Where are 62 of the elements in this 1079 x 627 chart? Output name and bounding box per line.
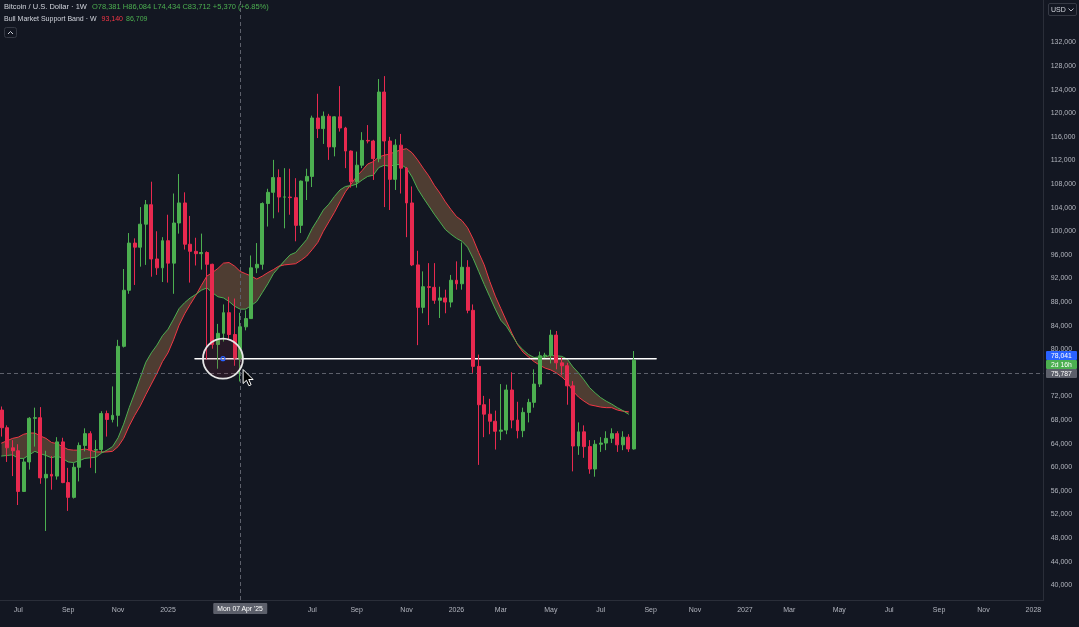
candlestick [83, 427, 87, 452]
candlestick [593, 439, 597, 478]
candlestick [421, 270, 425, 314]
candlestick [216, 323, 220, 370]
candlestick [416, 250, 420, 346]
candlestick [238, 312, 242, 383]
candlestick [460, 241, 464, 291]
candlestick [443, 289, 447, 314]
candlestick [138, 206, 142, 268]
candlestick [194, 237, 198, 266]
candlestick [410, 185, 414, 267]
candlestick [344, 126, 347, 169]
candlestick [327, 113, 331, 161]
candlestick [316, 93, 320, 139]
candlestick [111, 385, 114, 423]
candlestick [516, 401, 519, 439]
candlestick [632, 350, 636, 451]
candlestick [438, 286, 442, 319]
candlestick [332, 115, 336, 157]
candlestick [283, 167, 286, 229]
candlestick [510, 371, 514, 429]
candlestick [105, 410, 109, 438]
candlestick [377, 78, 381, 163]
candlestick [610, 427, 614, 444]
candlestick [621, 430, 625, 451]
candlestick [299, 180, 303, 234]
candlestick [521, 407, 525, 438]
candlestick [144, 199, 148, 266]
candlestick [449, 274, 453, 308]
candlestick [155, 230, 159, 276]
candlestick [133, 237, 137, 286]
candlestick [38, 406, 42, 485]
candlestick [615, 430, 619, 453]
candlestick [405, 166, 408, 238]
candlestick [455, 260, 458, 291]
candlestick [199, 233, 203, 271]
candlestick [149, 181, 153, 278]
candlestick [233, 298, 237, 367]
candlestick [321, 111, 325, 145]
candlestick [277, 168, 281, 213]
candlestick [571, 380, 575, 472]
candlestick [382, 75, 386, 208]
candlestick [33, 407, 37, 448]
candlestick [349, 149, 353, 189]
candlestick [582, 424, 586, 459]
candlestick [388, 136, 392, 211]
candlestick [50, 455, 53, 491]
candlestick [399, 133, 403, 195]
candlestick [116, 339, 120, 428]
candlestick [161, 236, 164, 283]
candlestick [338, 85, 342, 133]
candlestick [166, 214, 170, 284]
candlestick [554, 330, 558, 370]
candlestick [294, 177, 298, 242]
candlestick [626, 433, 630, 453]
candlestick [549, 329, 553, 364]
candlestick [577, 421, 580, 456]
candlestick [288, 168, 292, 216]
candlestick [88, 430, 92, 469]
candlestick [227, 296, 231, 340]
candlestick [588, 439, 592, 475]
candlestick [222, 303, 225, 343]
